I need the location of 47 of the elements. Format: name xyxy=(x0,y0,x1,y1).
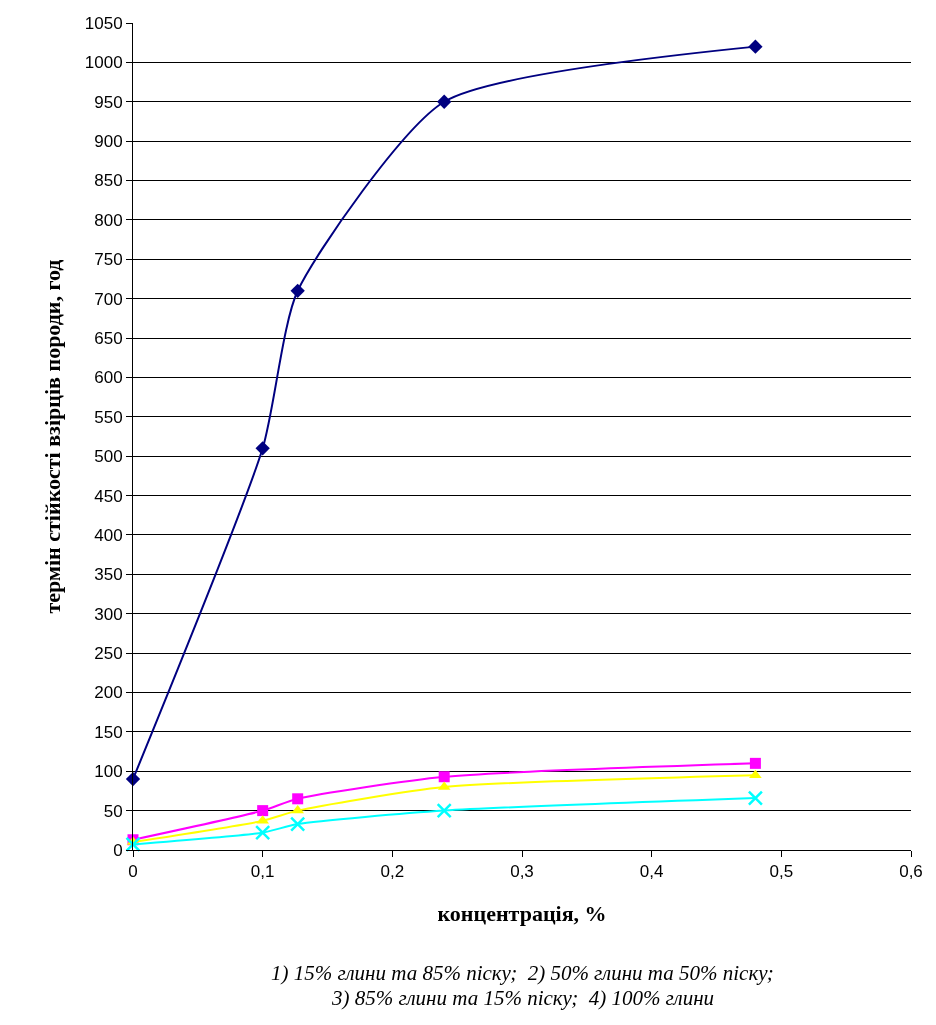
y-tick-label: 400 xyxy=(94,525,123,545)
point xyxy=(436,802,452,819)
point xyxy=(748,39,763,54)
y-tick-label: 350 xyxy=(94,565,123,585)
point xyxy=(290,283,305,298)
point xyxy=(438,771,450,783)
y-tick-label: 800 xyxy=(94,210,123,230)
point xyxy=(437,94,452,109)
point xyxy=(747,790,764,806)
text: 1) 15% глини та 85% піску; 2) 50% глини та 50% піску; xyxy=(271,961,774,985)
x-tick-label: 0,1 xyxy=(250,862,275,882)
x-tick-label: 0,4 xyxy=(639,862,664,882)
point xyxy=(254,824,271,841)
y-tick-label: 450 xyxy=(94,486,123,506)
point xyxy=(292,793,304,805)
point xyxy=(749,757,761,769)
y-tick-label: 0 xyxy=(113,840,123,860)
point xyxy=(257,805,269,817)
point xyxy=(255,441,270,456)
x-axis-title: концентрація, % xyxy=(437,901,607,927)
y-tick-label: 100 xyxy=(94,762,123,782)
y-tick-label: 600 xyxy=(94,368,123,388)
y-tick-label: 1050 xyxy=(84,13,123,33)
y-tick-label: 950 xyxy=(94,92,123,112)
x-tick-label: 0 xyxy=(128,862,138,882)
y-tick-label: 1000 xyxy=(84,53,123,73)
x-tick-label: 0,3 xyxy=(510,862,534,882)
x-tick-label: 0,6 xyxy=(899,862,923,882)
text: 3) 85% глини та 15% піску; 4) 100% глини xyxy=(331,986,715,1010)
y-tick-label: 750 xyxy=(94,250,123,270)
y-axis-title: термін стійкості взірців породи, год xyxy=(39,259,65,614)
y-tick-label: 550 xyxy=(94,407,123,427)
y-tick-label: 700 xyxy=(94,289,123,309)
y-tick-label: 50 xyxy=(103,801,123,821)
x-tick-label: 0,5 xyxy=(769,862,794,882)
y-tick-label: 500 xyxy=(94,447,123,467)
y-tick-label: 200 xyxy=(94,683,123,703)
y-tick-label: 300 xyxy=(94,604,123,624)
point xyxy=(125,836,141,853)
y-tick-label: 900 xyxy=(94,132,123,152)
point xyxy=(289,816,306,832)
x-tick-label: 0,2 xyxy=(380,862,405,882)
y-tick-label: 150 xyxy=(94,722,123,742)
point xyxy=(125,771,141,787)
y-tick-label: 650 xyxy=(94,329,123,348)
y-tick-label: 250 xyxy=(94,644,123,664)
y-tick-label: 850 xyxy=(94,171,123,191)
